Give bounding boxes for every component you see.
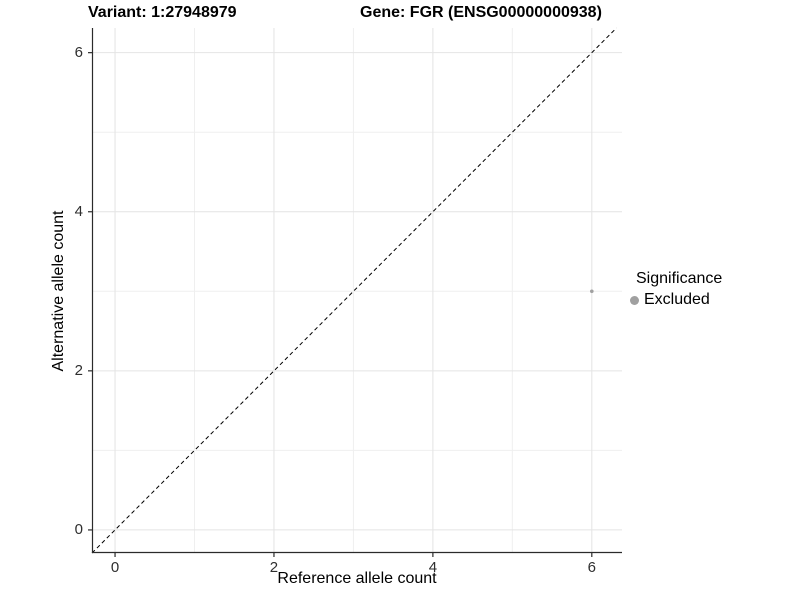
y-axis-title: Alternative allele count	[50, 210, 67, 372]
y-tick-label: 0	[74, 520, 83, 538]
legend: Significance Excluded	[630, 270, 722, 309]
x-tick-label: 6	[587, 559, 596, 576]
plot-panel: 0 2 4 6 0 2 4 6	[75, 27, 622, 576]
plot-title-gene: Gene: FGR (ENSG00000000938)	[360, 4, 602, 21]
y-tick-label: 2	[74, 361, 83, 379]
y-tick-label: 4	[74, 202, 83, 220]
data-point	[590, 289, 594, 294]
legend-entry-label: Excluded	[644, 291, 710, 308]
legend-key-point-icon	[630, 295, 639, 305]
identity-line	[91, 27, 617, 554]
x-tick-label: 2	[269, 559, 279, 576]
plot-canvas	[88, 27, 622, 557]
y-tick-label: 6	[74, 43, 83, 61]
legend-entry-excluded: Excluded	[630, 291, 722, 309]
plot-title-variant: Variant: 1:27948979	[88, 4, 237, 21]
x-axis-title: Reference allele count	[277, 570, 437, 587]
x-tick-label: 4	[428, 559, 438, 576]
x-tick-label: 0	[110, 559, 120, 576]
legend-title: Significance	[636, 270, 723, 287]
